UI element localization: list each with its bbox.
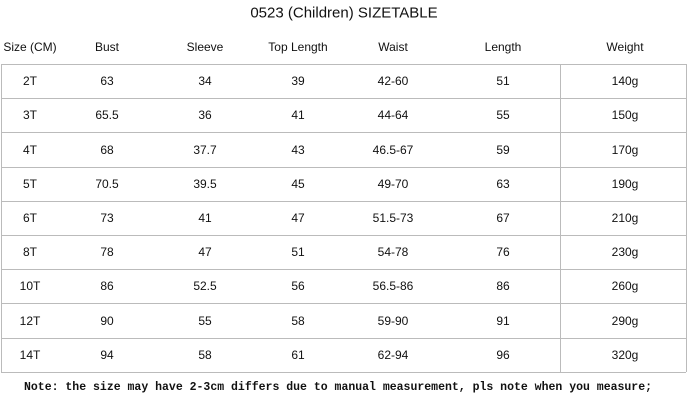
cell: 70.5 (95, 176, 119, 191)
row-divider (1, 235, 686, 236)
cell: 59-90 (377, 313, 409, 328)
header-cell: Sleeve (186, 40, 224, 54)
cell: 76 (496, 245, 510, 260)
cell: 49-70 (377, 176, 409, 191)
cell: 4T (22, 142, 38, 157)
cell: 86 (100, 279, 114, 294)
column-divider (560, 64, 561, 372)
cell: 12T (19, 313, 41, 328)
cell: 36 (198, 108, 212, 123)
cell: 2T (22, 74, 38, 89)
cell: 78 (100, 245, 114, 260)
cell: 46.5-67 (372, 142, 414, 157)
cell: 94 (100, 347, 114, 362)
row-divider (1, 200, 686, 202)
cell: 47 (291, 210, 305, 225)
cell: 8T (22, 245, 38, 260)
header-cell: Top Length (268, 40, 328, 54)
cell: 62-94 (377, 347, 409, 362)
cell: 39.5 (193, 176, 217, 191)
cell: 39 (291, 74, 305, 89)
row-divider (1, 269, 686, 271)
cell: 47 (198, 245, 212, 260)
cell: 5T (22, 176, 38, 191)
header-cell: Weight (606, 40, 644, 54)
cell: 91 (496, 313, 510, 328)
cell: 210g (611, 210, 639, 225)
cell: 42-60 (377, 74, 409, 89)
cell: 41 (198, 210, 212, 225)
title: 0523 (Children) SIZETABLE (250, 4, 438, 22)
cell: 56 (291, 279, 305, 294)
cell: 6T (22, 210, 38, 225)
cell: 150g (611, 108, 639, 123)
row-divider (1, 64, 686, 65)
cell: 51.5-73 (372, 210, 414, 225)
header-cell: Size (CM) (3, 40, 57, 54)
cell: 63 (496, 176, 510, 191)
cell: 3T (22, 108, 38, 123)
cell: 58 (291, 313, 305, 328)
cell: 230g (611, 245, 639, 260)
cell: 190g (611, 176, 639, 191)
row-divider (1, 98, 686, 100)
cell: 43 (291, 142, 305, 157)
cell: 51 (291, 245, 305, 260)
cell: 68 (100, 142, 114, 157)
cell: 56.5-86 (372, 279, 414, 294)
cell: 63 (100, 74, 114, 89)
cell: 10T (19, 279, 41, 294)
cell: 96 (496, 347, 510, 362)
row-divider (1, 132, 686, 134)
header-cell: Waist (378, 40, 408, 54)
row-divider (1, 303, 686, 305)
cell: 37.7 (193, 142, 217, 157)
cell: 61 (291, 347, 305, 362)
column-divider (686, 64, 687, 372)
cell: 34 (198, 74, 212, 89)
row-divider (1, 166, 686, 168)
cell: 170g (611, 142, 639, 157)
cell: 73 (100, 210, 114, 225)
cell: 51 (496, 74, 510, 89)
header-cell: Length (484, 40, 522, 54)
cell: 59 (496, 142, 510, 157)
cell: 86 (496, 279, 510, 294)
cell: 55 (496, 108, 510, 123)
cell: 45 (291, 176, 305, 191)
cell: 44-64 (377, 108, 409, 123)
cell: 90 (100, 313, 114, 328)
cell: 320g (611, 347, 639, 362)
cell: 58 (198, 347, 212, 362)
cell: 52.5 (193, 279, 217, 294)
cell: 55 (198, 313, 212, 328)
cell: 14T (19, 347, 41, 362)
cell: 140g (611, 74, 639, 89)
cell: 65.5 (95, 108, 119, 123)
note: Note: the size may have 2-3cm differs du… (24, 381, 653, 394)
cell: 67 (496, 210, 510, 225)
row-divider (1, 337, 686, 339)
row-divider (1, 371, 686, 373)
column-divider (1, 64, 2, 372)
cell: 41 (291, 108, 305, 123)
header-cell: Bust (94, 40, 120, 54)
cell: 290g (611, 313, 639, 328)
cell: 260g (611, 279, 639, 294)
cell: 54-78 (377, 245, 409, 260)
